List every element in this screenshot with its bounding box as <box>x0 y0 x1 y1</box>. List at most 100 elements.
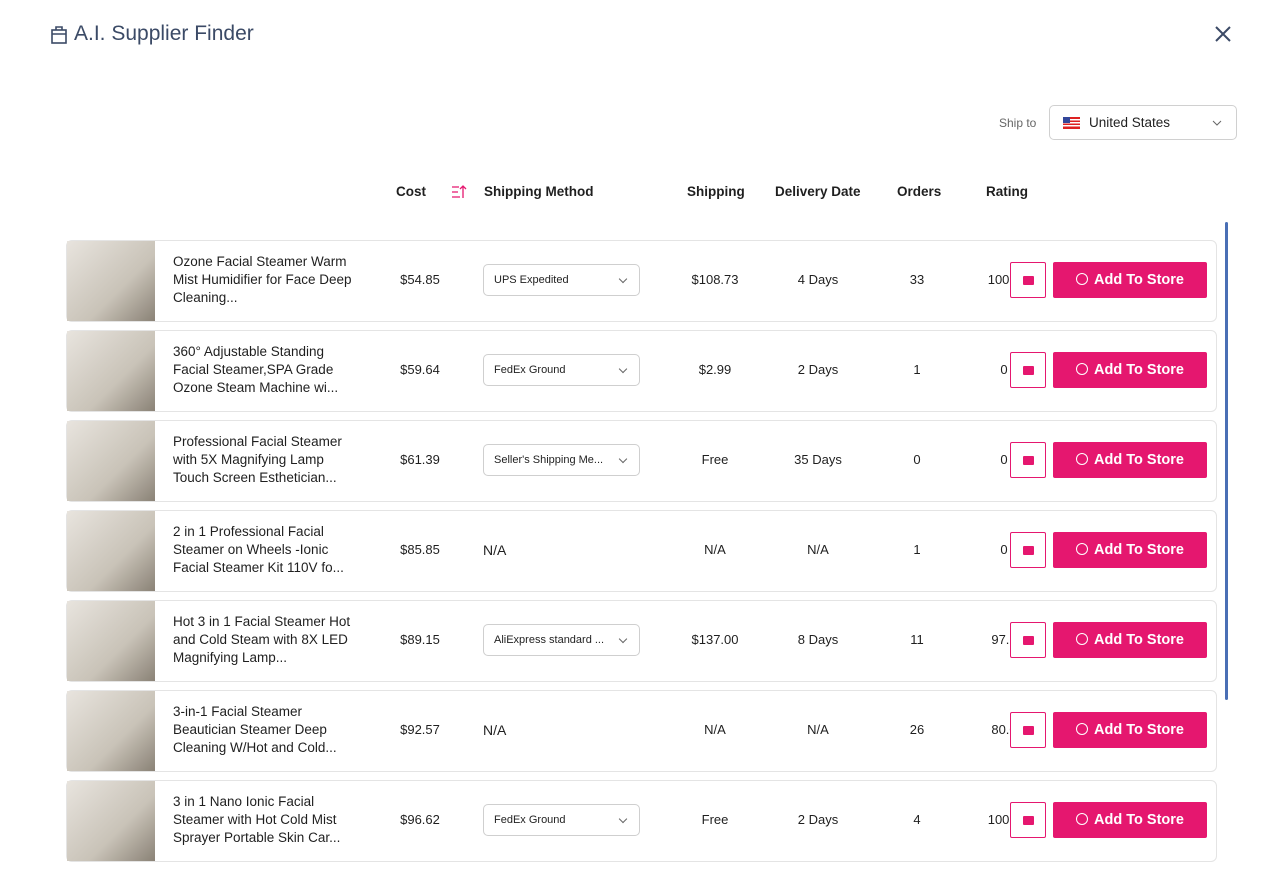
delivery-date: 2 Days <box>797 812 839 827</box>
column-header: Shipping Method <box>484 184 594 199</box>
shipping-method-text: N/A <box>483 722 507 738</box>
button-label: Add To Store <box>1094 272 1184 288</box>
product-title: Ozone Facial Steamer Warm Mist Humidifie… <box>173 254 352 305</box>
country: United States <box>1089 115 1171 130</box>
plus-icon <box>1076 633 1089 645</box>
row <box>66 420 1217 502</box>
cost: $61.39 <box>400 452 440 467</box>
rating: 0 <box>1000 542 1008 557</box>
store-icon <box>51 26 67 44</box>
plus-icon <box>1076 363 1089 375</box>
shipping: $137.00 <box>691 632 739 647</box>
add-to-store-button[interactable]: Add To Store <box>1053 712 1207 748</box>
shipping-method-select[interactable]: FedEx Ground <box>483 354 640 386</box>
delivery-date: N/A <box>807 722 829 737</box>
add-to-store-button[interactable]: Add To Store <box>1053 622 1207 658</box>
product-image <box>67 331 155 411</box>
sort-icon[interactable] <box>451 184 467 200</box>
plus-icon <box>1076 723 1089 735</box>
shipping: $2.99 <box>698 362 732 377</box>
message-button[interactable] <box>1010 442 1046 478</box>
column-header: Cost <box>396 184 426 199</box>
plus-icon <box>1076 273 1089 285</box>
plus-icon <box>1076 453 1089 465</box>
plus-icon <box>1076 543 1089 555</box>
product-image <box>67 691 155 771</box>
delivery-date: 35 Days <box>794 452 842 467</box>
product-title: Professional Facial Steamer with 5X Magn… <box>173 434 342 485</box>
button-label: Add To Store <box>1094 632 1184 648</box>
product-image <box>67 601 155 681</box>
message-button[interactable] <box>1010 802 1046 838</box>
add-to-store-button[interactable]: Add To Store <box>1053 352 1207 388</box>
product-title: 3-in-1 Facial Steamer Beautician Steamer… <box>173 704 337 755</box>
title: A.I. Supplier Finder <box>74 22 254 45</box>
shipping-method-select[interactable]: UPS Expedited <box>483 264 640 296</box>
shipping: Free <box>701 452 729 467</box>
row <box>66 780 1217 862</box>
cost: $85.85 <box>400 542 440 557</box>
message-button[interactable] <box>1010 622 1046 658</box>
cost: $54.85 <box>400 272 440 287</box>
row <box>66 690 1217 772</box>
cost: $92.57 <box>400 722 440 737</box>
orders: 33 <box>909 272 925 287</box>
rating: 0 <box>1000 452 1008 467</box>
row <box>66 600 1217 682</box>
add-to-store-button[interactable]: Add To Store <box>1053 532 1207 568</box>
product-title: 360° Adjustable Standing Facial Steamer,… <box>173 344 339 395</box>
button-label: Add To Store <box>1094 812 1184 828</box>
close-button[interactable] <box>1214 25 1232 43</box>
add-to-store-button[interactable]: Add To Store <box>1053 442 1207 478</box>
row <box>66 330 1217 412</box>
cost: $59.64 <box>400 362 440 377</box>
shipping: Free <box>701 812 729 827</box>
button-label: Add To Store <box>1094 722 1184 738</box>
orders: 11 <box>910 632 924 647</box>
column-header: Orders <box>897 184 942 199</box>
orders: 0 <box>913 452 921 467</box>
shipping-method-select[interactable]: AliExpress standard ... <box>483 624 640 656</box>
flag <box>1063 117 1080 129</box>
message-button[interactable] <box>1010 532 1046 568</box>
column-header: Rating <box>986 184 1028 199</box>
product-image <box>67 781 155 861</box>
row <box>66 240 1217 322</box>
shipping-method-select[interactable]: Seller's Shipping Me... <box>483 444 640 476</box>
cost: $89.15 <box>400 632 440 647</box>
shipping-method-select[interactable]: FedEx Ground <box>483 804 640 836</box>
chevron <box>1212 120 1222 126</box>
shipping: N/A <box>704 542 726 557</box>
product-title: 3 in 1 Nano Ionic Facial Steamer with Ho… <box>173 794 341 845</box>
delivery-date: 2 Days <box>797 362 839 377</box>
shipping: N/A <box>704 722 726 737</box>
plus-icon <box>1076 813 1089 825</box>
product-image <box>67 421 155 501</box>
rating: 0 <box>1000 362 1008 377</box>
scrollbar[interactable] <box>1225 222 1228 700</box>
product-image <box>67 241 155 321</box>
message-button[interactable] <box>1010 712 1046 748</box>
orders: 1 <box>913 362 921 377</box>
delivery-date: 4 Days <box>797 272 839 287</box>
message-button[interactable] <box>1010 352 1046 388</box>
orders: 4 <box>913 812 921 827</box>
shipping-method-text: N/A <box>483 542 507 558</box>
delivery-date: N/A <box>807 542 829 557</box>
cost: $96.62 <box>400 812 440 827</box>
delivery-date: 8 Days <box>797 632 839 647</box>
row <box>66 510 1217 592</box>
column-header: Delivery Date <box>775 184 861 199</box>
button-label: Add To Store <box>1094 542 1184 558</box>
add-to-store-button[interactable]: Add To Store <box>1053 802 1207 838</box>
button-label: Add To Store <box>1094 452 1184 468</box>
ship-to-label: Ship to <box>999 116 1037 130</box>
message-button[interactable] <box>1010 262 1046 298</box>
country-select[interactable]: United States <box>1049 105 1237 140</box>
column-header: Shipping <box>687 184 745 199</box>
button-label: Add To Store <box>1094 362 1184 378</box>
shipping: $108.73 <box>691 272 739 287</box>
add-to-store-button[interactable]: Add To Store <box>1053 262 1207 298</box>
